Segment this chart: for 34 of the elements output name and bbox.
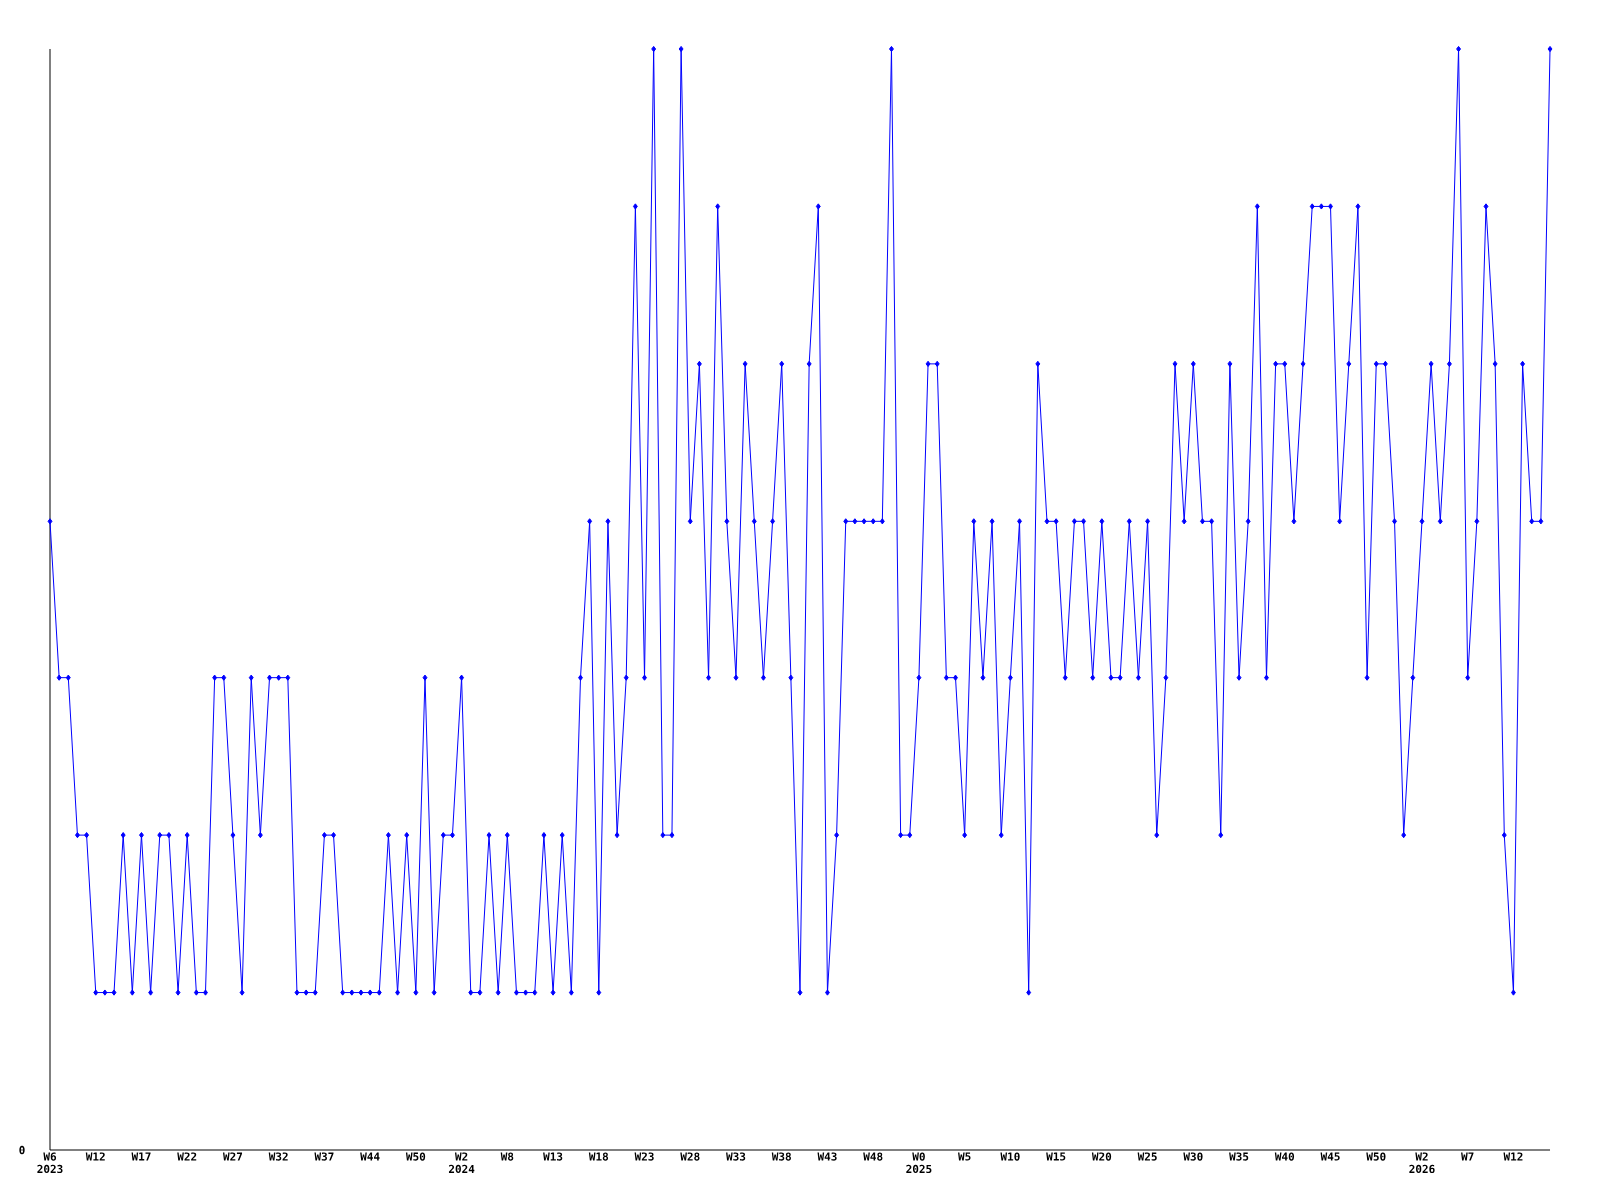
x-tick-label: W27 <box>223 1152 243 1161</box>
x-tick-label: W32 <box>268 1152 288 1161</box>
x-tick-label: W5 <box>958 1152 971 1161</box>
x-tick-label: W37 <box>314 1152 334 1161</box>
x-tick-label: W45 <box>1320 1152 1340 1161</box>
x-tick-label: W48 <box>863 1152 883 1161</box>
x-tick-label: W10 <box>1000 1152 1020 1161</box>
x-tick-label: W44 <box>360 1152 380 1161</box>
x-tick-label: W12 <box>85 1152 105 1161</box>
x-tick-label: W0 2025 <box>906 1152 932 1174</box>
x-tick-label: W50 <box>405 1152 426 1161</box>
x-tick-label: W2 2024 <box>448 1152 475 1174</box>
x-tick-label: W50 <box>1366 1152 1386 1161</box>
x-tick-label: W28 <box>680 1152 700 1161</box>
x-tick-label: W13 <box>543 1152 563 1161</box>
x-tick-label: W2 2026 <box>1409 1152 1435 1174</box>
x-tick-label: W17 <box>131 1152 151 1161</box>
x-tick-label: W43 <box>817 1152 837 1161</box>
x-tick-label: W38 <box>771 1152 791 1161</box>
x-tick-label: W30 <box>1183 1152 1203 1161</box>
x-tick-label: W12 <box>1503 1152 1523 1161</box>
x-tick-label: W25 <box>1137 1152 1157 1161</box>
x-tick-label: W6 2023 <box>37 1152 63 1174</box>
x-tick-label: W23 <box>634 1152 654 1161</box>
x-tick-label: W22 <box>177 1152 197 1161</box>
x-tick-label: W33 <box>726 1152 746 1161</box>
x-tick-label: W20 <box>1091 1152 1112 1161</box>
x-tick-label: W40 <box>1274 1152 1295 1161</box>
x-tick-label: W8 <box>500 1152 514 1161</box>
x-tick-label: W7 <box>1461 1152 1474 1161</box>
text: 0 <box>19 1145 25 1155</box>
x-tick-label: W15 <box>1046 1152 1066 1161</box>
x-tick-label: W35 <box>1229 1152 1249 1161</box>
x-tick-label: W18 <box>588 1152 609 1161</box>
